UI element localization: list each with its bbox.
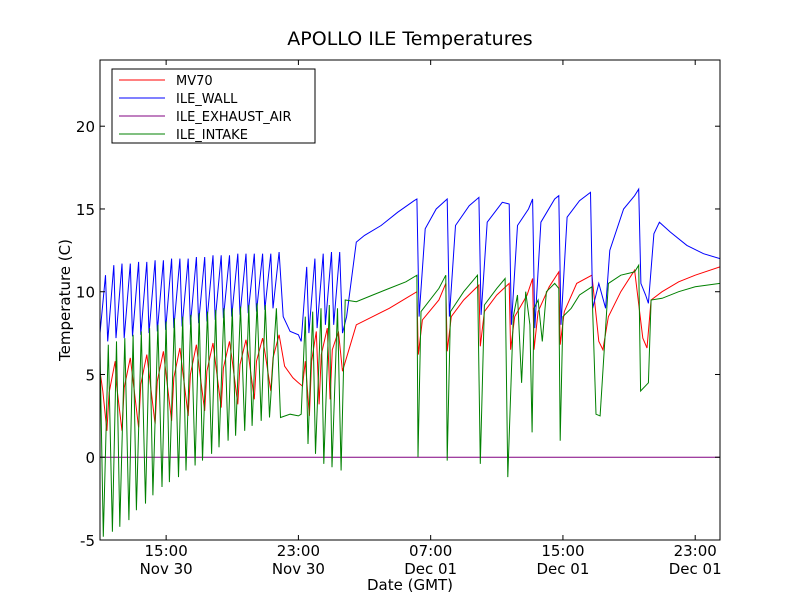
legend-label: ILE_EXHAUST_AIR — [176, 110, 292, 125]
legend-box — [111, 68, 316, 144]
x-tick-label-time: 23:00 — [277, 542, 320, 560]
x-axis-label: Date (GMT) — [367, 576, 453, 594]
y-tick-label: 10 — [76, 284, 95, 302]
x-tick-label-date: Dec 01 — [404, 560, 457, 578]
series-layer — [100, 187, 720, 537]
x-tick-label-date: Dec 01 — [669, 560, 722, 578]
y-tick-label: 5 — [85, 366, 95, 384]
x-tick-label-time: 23:00 — [674, 542, 717, 560]
y-tick-label: -5 — [80, 532, 95, 550]
plot-frame — [99, 59, 721, 541]
x-tick-label-date: Dec 01 — [536, 560, 589, 578]
x-tick-label-time: 15:00 — [541, 542, 584, 560]
x-tick-label-date: Nov 30 — [272, 560, 325, 578]
y-tick-label: 0 — [85, 449, 95, 467]
x-tick-label-date: Nov 30 — [140, 560, 193, 578]
legend: MV70 ILE_WALL ILE_EXHAUST_AIR ILE_INTAKE — [111, 68, 316, 144]
y-tick-label: 20 — [76, 118, 95, 136]
legend-label: ILE_INTAKE — [176, 128, 248, 143]
legend-label: ILE_WALL — [176, 92, 238, 107]
y-axis-label: Temperature (C) — [56, 239, 74, 362]
x-tick-label-time: 15:00 — [145, 542, 188, 560]
series-line-ile-wall — [100, 187, 720, 342]
series-line-ile-intake — [100, 263, 720, 537]
chart-title: APOLLO ILE Temperatures — [287, 28, 532, 50]
y-axis: -5 0 5 10 15 20 — [76, 118, 720, 550]
y-tick-label: 15 — [76, 201, 95, 219]
legend-label: MV70 — [176, 74, 213, 89]
x-tick-label-time: 07:00 — [409, 542, 452, 560]
